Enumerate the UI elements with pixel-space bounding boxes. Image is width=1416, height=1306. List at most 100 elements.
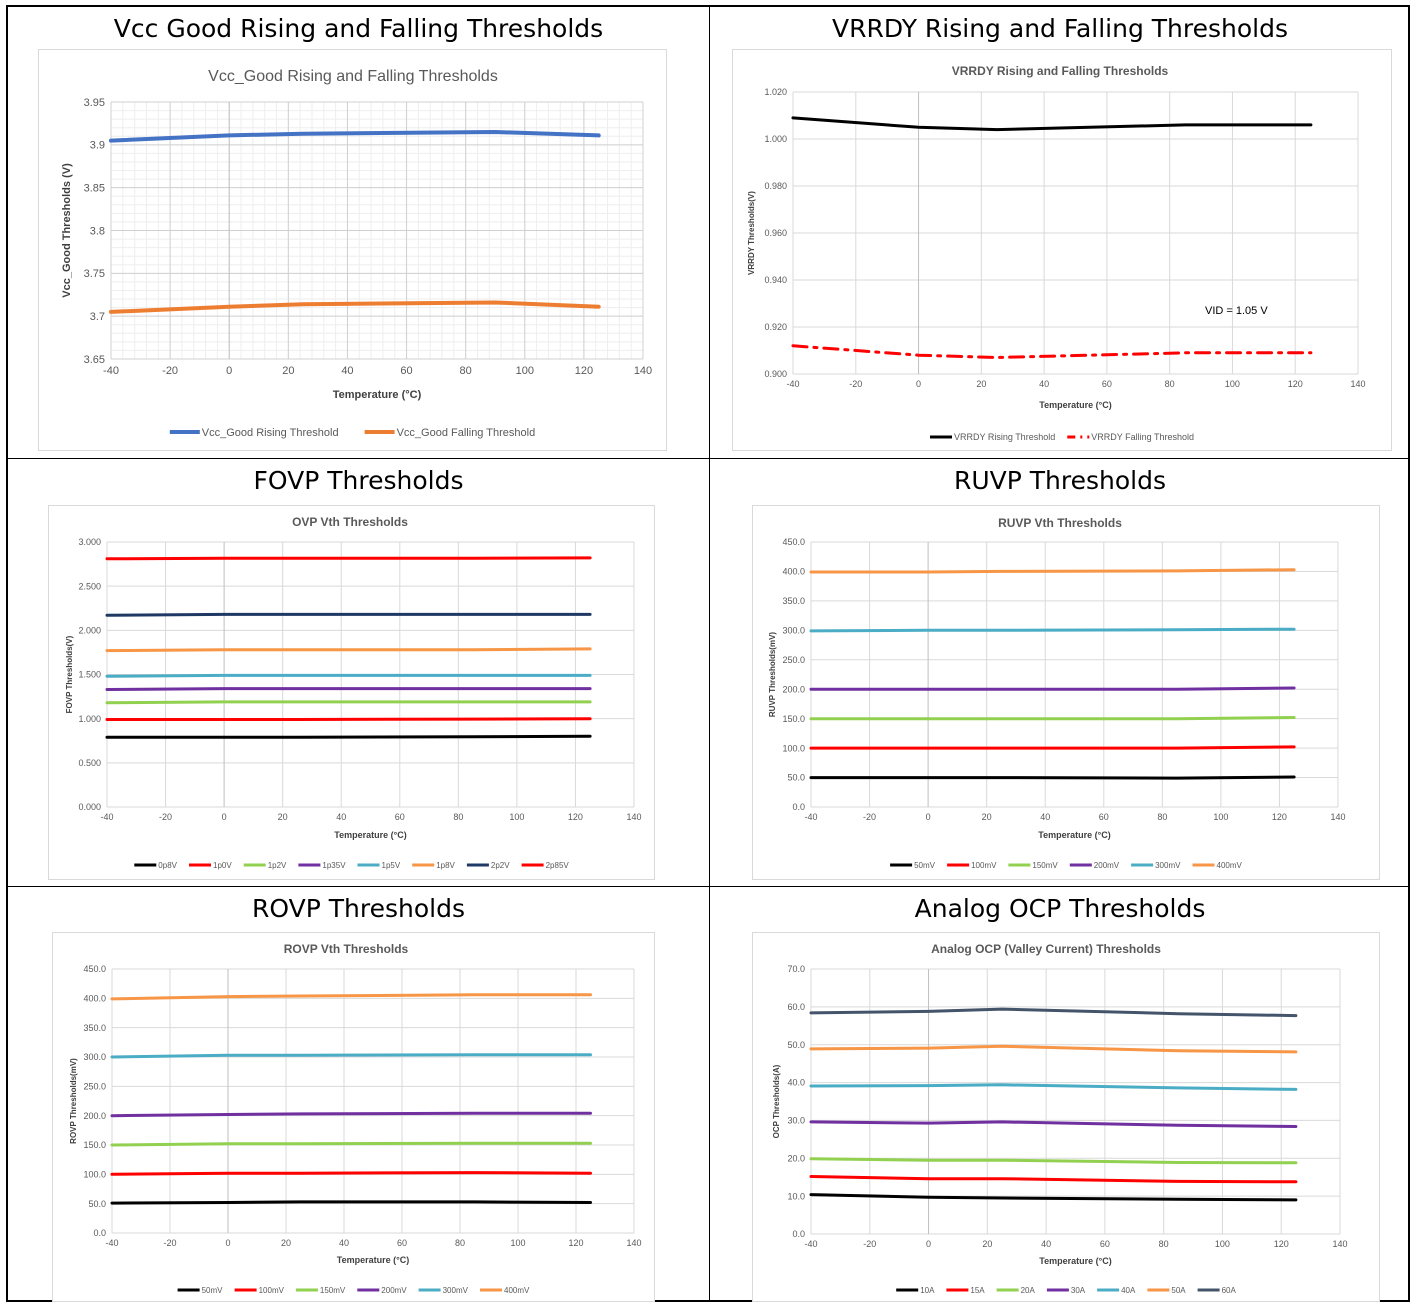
legend-label: 200mV — [381, 1286, 407, 1295]
x-tick-label: 80 — [1159, 1239, 1169, 1249]
x-tick-label: 20 — [281, 1238, 291, 1248]
legend-item: 15A — [946, 1286, 985, 1295]
x-axis-label: Temperature (°C) — [1039, 1256, 1111, 1266]
x-tick-label: 120 — [1272, 812, 1287, 822]
x-tick-label: 20 — [982, 812, 992, 822]
x-tick-label: -20 — [863, 812, 876, 822]
x-axis: -40 -20 0 20 40 60 80 100 120 140 — [105, 969, 642, 1248]
x-tick-label: 20 — [278, 812, 288, 822]
x-tick-label: 120 — [575, 365, 593, 377]
y-tick-label: 400.0 — [83, 993, 106, 1003]
y-tick-label: 2.000 — [78, 625, 101, 635]
y-tick-label: 450.0 — [782, 537, 805, 547]
legend-label: 2p2V — [491, 861, 510, 870]
legend-label: 300mV — [443, 1286, 469, 1295]
legend-label: 2p85V — [546, 861, 570, 870]
x-tick-label: 40 — [1041, 1239, 1051, 1249]
series-line — [110, 1053, 592, 1059]
series-line — [809, 1175, 1298, 1184]
x-tick-label: 140 — [626, 1238, 641, 1248]
x-tick-label: 100 — [510, 1238, 525, 1248]
panel-ruvp: RUVP Thresholds — [710, 459, 1410, 887]
y-tick-label: 3.000 — [78, 537, 101, 547]
rovp-thresholds-chart: 0.050.0100.0150.0200.0250.0300.0350.0400… — [52, 932, 655, 1302]
series-line — [105, 647, 592, 653]
y-tick-label: 50.0 — [787, 773, 805, 783]
y-tick-label: 50.0 — [787, 1040, 805, 1050]
chart-title: ROVP Vth Thresholds — [284, 942, 409, 956]
y-axis-label: FOVP Thresholds(V) — [65, 635, 74, 713]
x-tick-label: 120 — [568, 1238, 583, 1248]
y-tick-label: 300.0 — [83, 1052, 106, 1062]
y-tick-label: 0.0 — [93, 1228, 106, 1238]
x-axis-label: Temperature (°C) — [337, 1255, 409, 1265]
x-tick-label: 100 — [1215, 1239, 1230, 1249]
legend-label: 50A — [1171, 1286, 1186, 1295]
legend-label: 100mV — [259, 1286, 285, 1295]
x-tick-label: 0 — [226, 365, 232, 377]
x-tick-label: -20 — [163, 1238, 176, 1248]
y-tick-label: 10.0 — [787, 1191, 805, 1201]
x-tick-label: 0 — [926, 812, 931, 822]
series-line — [105, 734, 592, 739]
x-tick-label: -40 — [105, 1238, 118, 1248]
x-tick-label: 60 — [1099, 812, 1109, 822]
legend-item: 100mV — [234, 1286, 285, 1295]
y-tick-label: 200.0 — [83, 1111, 106, 1121]
legend-item: 40A — [1097, 1286, 1136, 1295]
legend-item: 30A — [1046, 1286, 1086, 1295]
panel-rovp: ROVP Thresholds — [8, 887, 710, 1302]
legend-label: 300mV — [1155, 861, 1181, 870]
x-tick-label: -20 — [159, 812, 172, 822]
panel-heading: RUVP Thresholds — [953, 466, 1167, 495]
x-tick-label: 100 — [509, 812, 524, 822]
legend-item: 2p85V — [521, 861, 570, 870]
series-line — [110, 1200, 592, 1205]
chart-frame — [732, 49, 1392, 451]
vcc-good-thresholds-chart: 3.65 3.7 3.75 3.8 3.85 3.9 3.95 -40 -20 0 20 40 60 80… — [38, 49, 667, 451]
panel-vcc-good: Vcc Good Rising and Falling Thresholds — [8, 7, 710, 459]
legend-label: 150mV — [1032, 861, 1058, 870]
chart-frame — [48, 505, 655, 880]
x-tick-label: 20 — [982, 1239, 992, 1249]
y-tick-label: 1.000 — [764, 134, 787, 144]
x-tick-label: 80 — [460, 365, 472, 377]
x-tick-label: 100 — [516, 365, 534, 377]
series-line — [791, 116, 1313, 132]
y-tick-label: 3.9 — [90, 140, 105, 152]
legend: 10A 15A 20A 30A 40A 50A 60A — [896, 1286, 1236, 1295]
legend-item: 50mV — [890, 861, 936, 870]
x-tick-label: 40 — [339, 1238, 349, 1248]
y-axis: 0.900 0.920 0.940 0.960 0.980 1.000 1.020 — [764, 87, 1358, 379]
legend-item: 150mV — [295, 1286, 346, 1295]
x-tick-label: 0 — [222, 812, 227, 822]
y-tick-label: 70.0 — [787, 964, 805, 974]
legend-item: 400mV — [480, 1286, 530, 1295]
series-line — [809, 1193, 1298, 1202]
y-tick-label: 60.0 — [787, 1002, 805, 1012]
series-line — [110, 1141, 592, 1147]
x-tick-label: 120 — [1274, 1239, 1289, 1249]
y-tick-label: 250.0 — [782, 655, 805, 665]
y-tick-label: 3.7 — [90, 311, 105, 323]
y-tick-label: 350.0 — [83, 1023, 106, 1033]
y-tick-label: 1.020 — [764, 87, 787, 97]
analog-ocp-thresholds-chart: 0.0 10.0 20.0 30.0 40.0 50.0 60.0 70.0 -40 -20 0 20… — [752, 932, 1380, 1302]
legend-label: 15A — [970, 1286, 985, 1295]
x-tick-label: 20 — [976, 379, 986, 389]
series-line — [809, 775, 1296, 780]
y-tick-label: 150.0 — [782, 714, 805, 724]
y-tick-label: 0.900 — [764, 369, 787, 379]
legend-label: Vcc_Good Rising Threshold — [202, 427, 339, 439]
legend-label: Vcc_Good Falling Threshold — [397, 427, 536, 439]
x-tick-label: 80 — [453, 812, 463, 822]
y-tick-label: 1.000 — [78, 714, 101, 724]
y-tick-label: 100.0 — [782, 743, 805, 753]
y-axis-label: VRRDY Thresholds(V) — [747, 191, 756, 275]
legend-item: 300mV — [1131, 861, 1181, 870]
chart-title: VRRDY Rising and Falling Thresholds — [952, 64, 1169, 78]
legend-item: 10A — [896, 1286, 935, 1295]
legend-item: Vcc_Good Rising Threshold — [169, 427, 339, 439]
legend-item: 50mV — [177, 1286, 223, 1295]
chart-frame — [752, 505, 1380, 880]
